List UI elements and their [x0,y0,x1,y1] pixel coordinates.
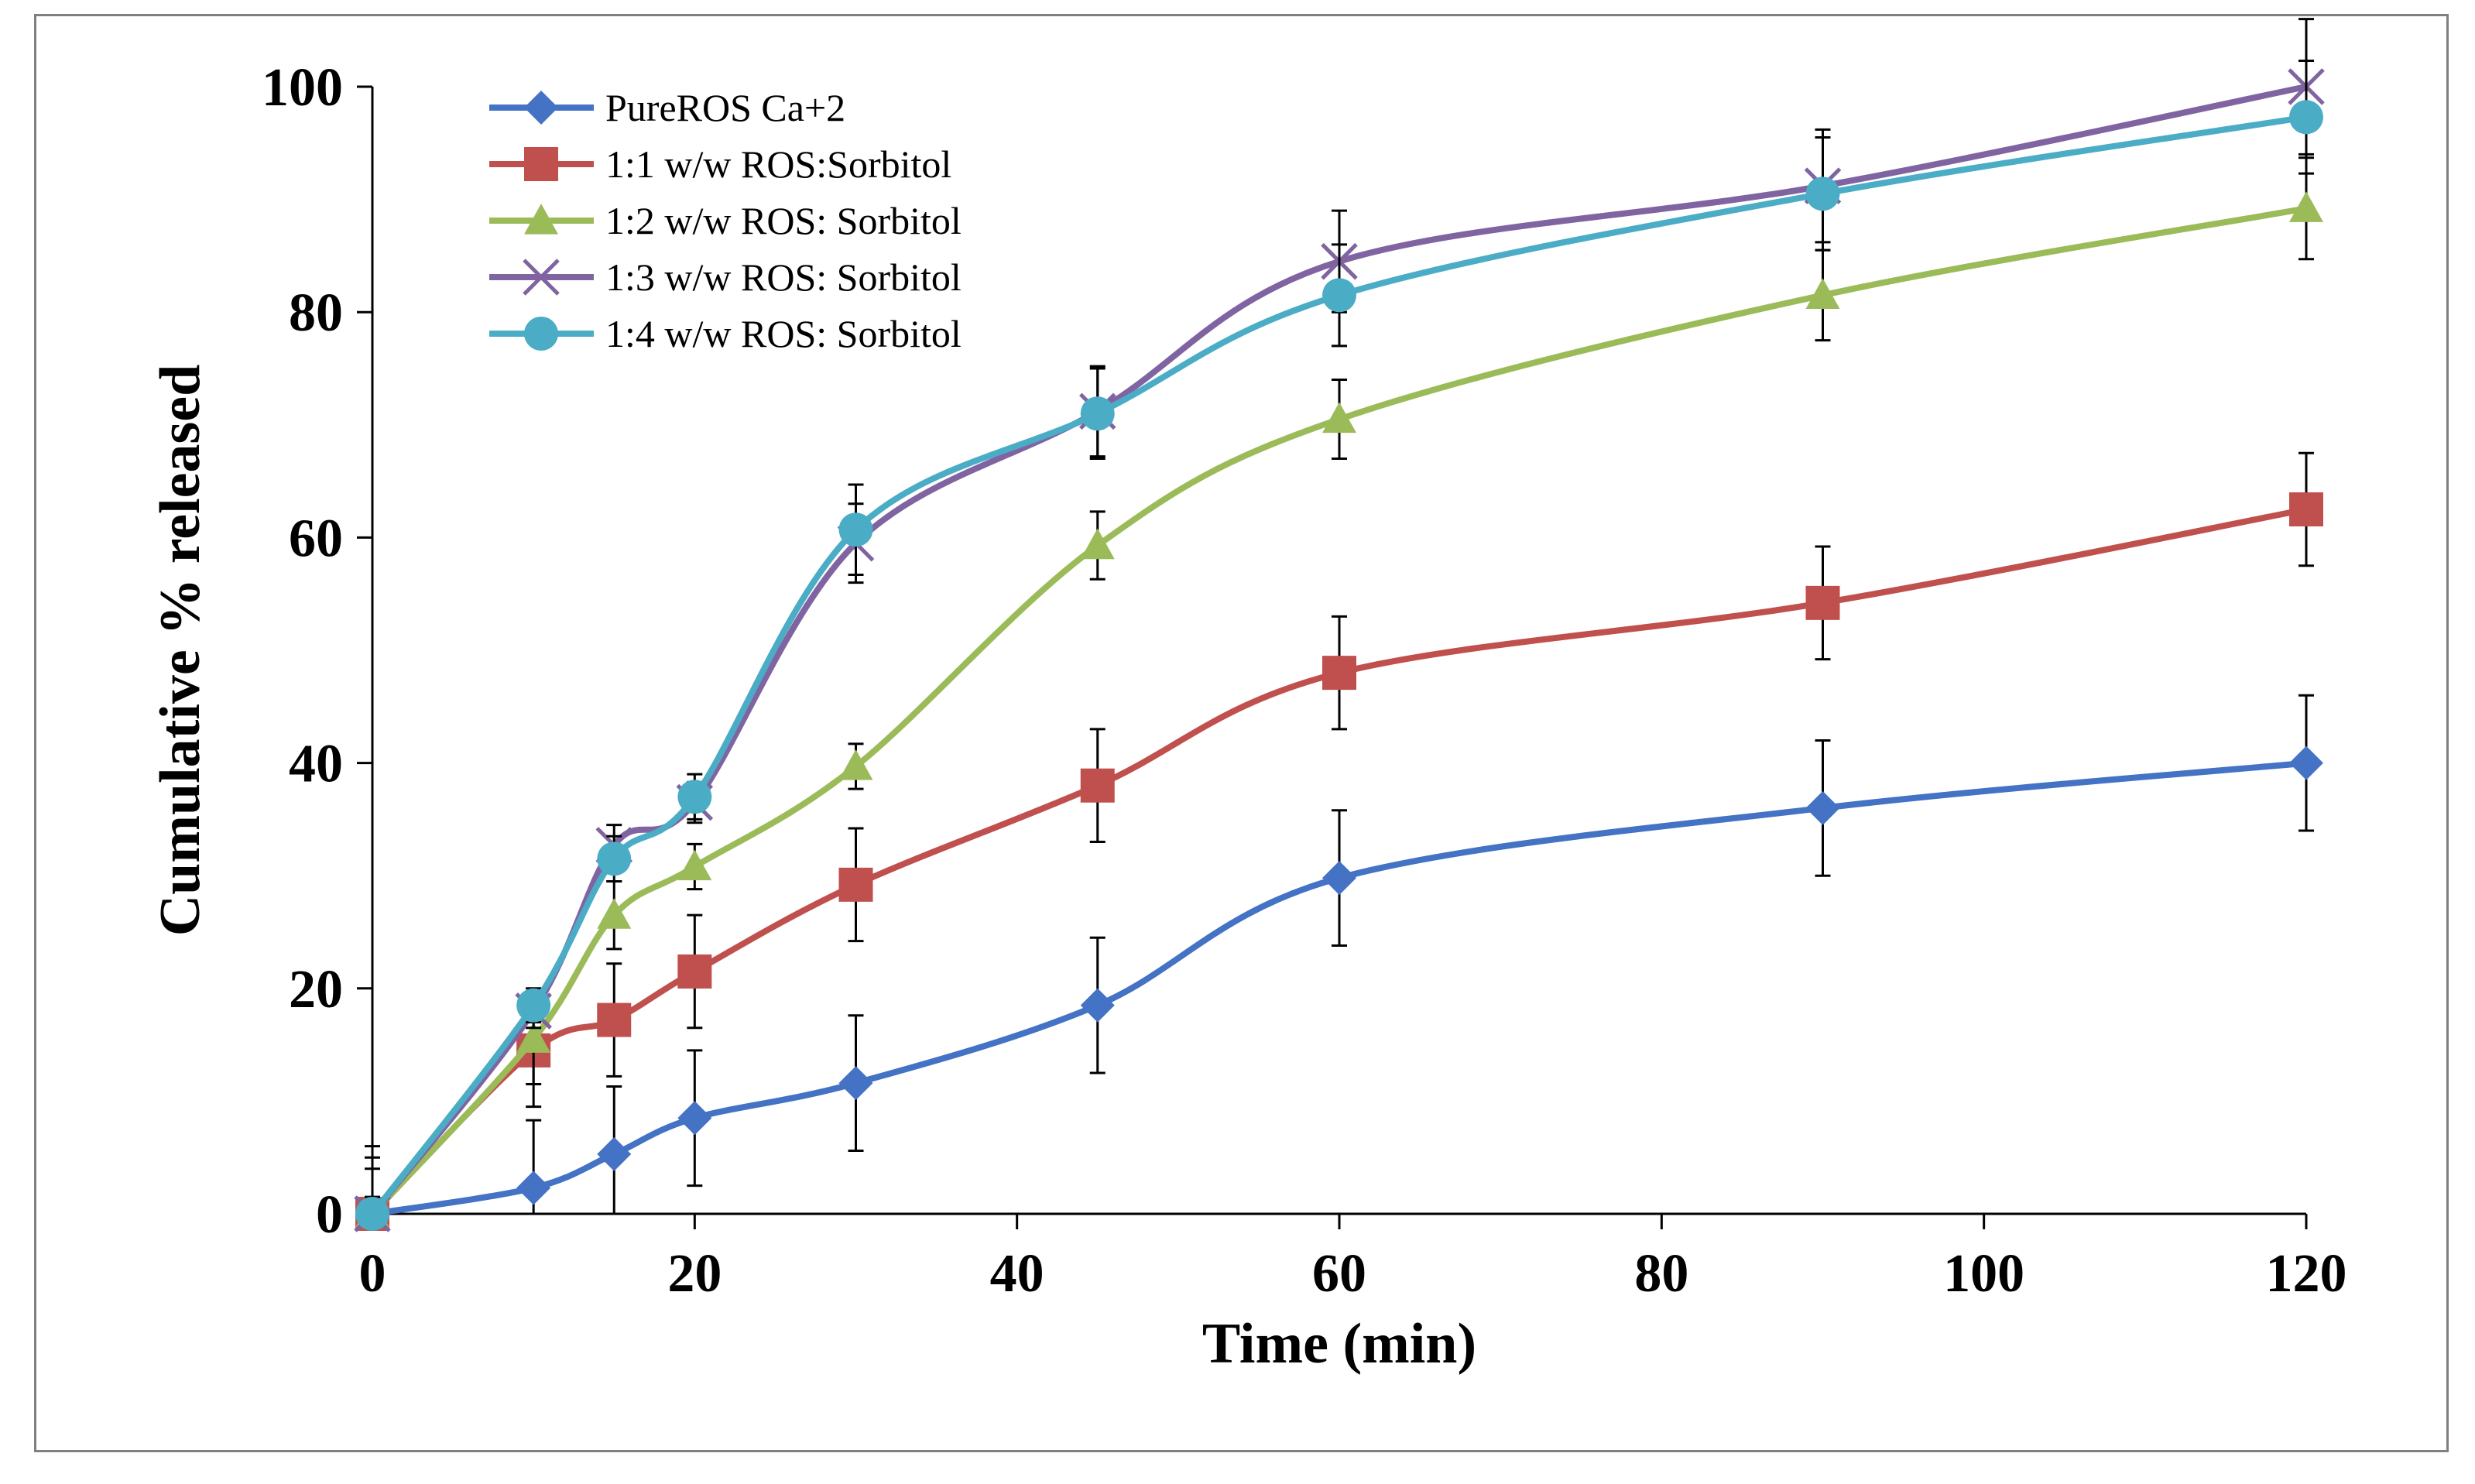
data-point [1080,396,1115,431]
legend-item: 1:2 w/w ROS: Sorbitol [489,199,962,242]
y-tick-label: 60 [289,509,343,568]
data-point [516,1170,551,1205]
data-point [838,867,873,902]
x-tick-label: 120 [2266,1244,2347,1304]
y-tick-label: 20 [289,960,343,1020]
data-point [838,1066,873,1101]
data-point [597,898,632,929]
legend-swatch-marker [524,147,558,181]
data-point [1322,278,1356,313]
series-2 [355,451,2323,1231]
data-point [838,749,873,780]
chart-frame: 0 20 40 60 80 100 0 20 40 60 80 100 120 PureROS Ca+2… [34,14,2449,1452]
x-tick-label: 60 [1312,1244,1366,1304]
series-layer [354,18,2325,1232]
data-point [597,1136,632,1171]
data-point [677,780,712,814]
legend-label: 1:4 w/w ROS: Sorbitol [605,312,962,355]
series-3 [355,156,2323,1228]
legend-swatch-marker [523,259,560,296]
x-tick-label: 40 [990,1244,1044,1304]
legend-swatch-marker [524,317,558,351]
data-point [2289,492,2323,526]
axes: 0 20 40 60 80 100 0 20 40 60 80 100 120 [262,58,2347,1304]
data-point [1080,768,1115,803]
data-point [677,954,712,989]
data-point [516,1022,551,1053]
x-tick-label: 80 [1634,1244,1688,1304]
series-1 [355,694,2323,1231]
data-point [2289,100,2323,135]
y-tick-label: 100 [262,58,343,118]
x-tick-label: 20 [667,1244,722,1304]
data-point [1805,790,1840,825]
x-marker-stroke [523,259,560,296]
legend-item: 1:4 w/w ROS: Sorbitol [489,312,962,355]
x-axis-title: Time (min) [1202,1312,1476,1376]
legend: PureROS Ca+2 1:1 w/w ROS:Sorbitol 1:2 w/w … [489,86,962,355]
legend-label: 1:3 w/w ROS: Sorbitol [605,255,962,299]
series-5 [355,60,2323,1231]
data-point [597,841,632,876]
legend-label: 1:1 w/w ROS:Sorbitol [605,142,951,186]
legend-item: 1:3 w/w ROS: Sorbitol [489,255,962,299]
data-point [1080,988,1115,1023]
data-point [1322,402,1356,434]
legend-swatch-marker [524,204,558,235]
x-tick-label: 100 [1943,1244,2024,1304]
legend-item: PureROS Ca+2 [489,86,845,129]
data-point [677,1101,712,1136]
legend-label: PureROS Ca+2 [605,86,845,129]
data-point [677,849,712,881]
data-point [355,1197,389,1231]
legend-label: 1:2 w/w ROS: Sorbitol [605,199,962,242]
y-axis-title: Cumulative % released [149,365,212,937]
x-tick-label: 0 [359,1244,386,1304]
data-point [1322,861,1356,896]
line-chart: 0 20 40 60 80 100 0 20 40 60 80 100 120 PureROS Ca+2… [149,18,2347,1376]
data-point [1805,177,1840,211]
data-point [597,1002,632,1037]
data-point [516,988,551,1023]
y-tick-label: 80 [289,283,343,343]
y-tick-label: 0 [316,1185,343,1245]
data-point [1322,656,1356,691]
y-tick-label: 40 [289,735,343,794]
legend-swatch-marker [524,91,558,125]
data-point [1080,528,1115,560]
data-point [2289,191,2323,222]
data-point [1805,278,1840,309]
legend-item: 1:1 w/w ROS:Sorbitol [489,142,951,186]
data-point [1805,585,1840,620]
data-point [838,512,873,547]
data-point [2289,745,2323,780]
